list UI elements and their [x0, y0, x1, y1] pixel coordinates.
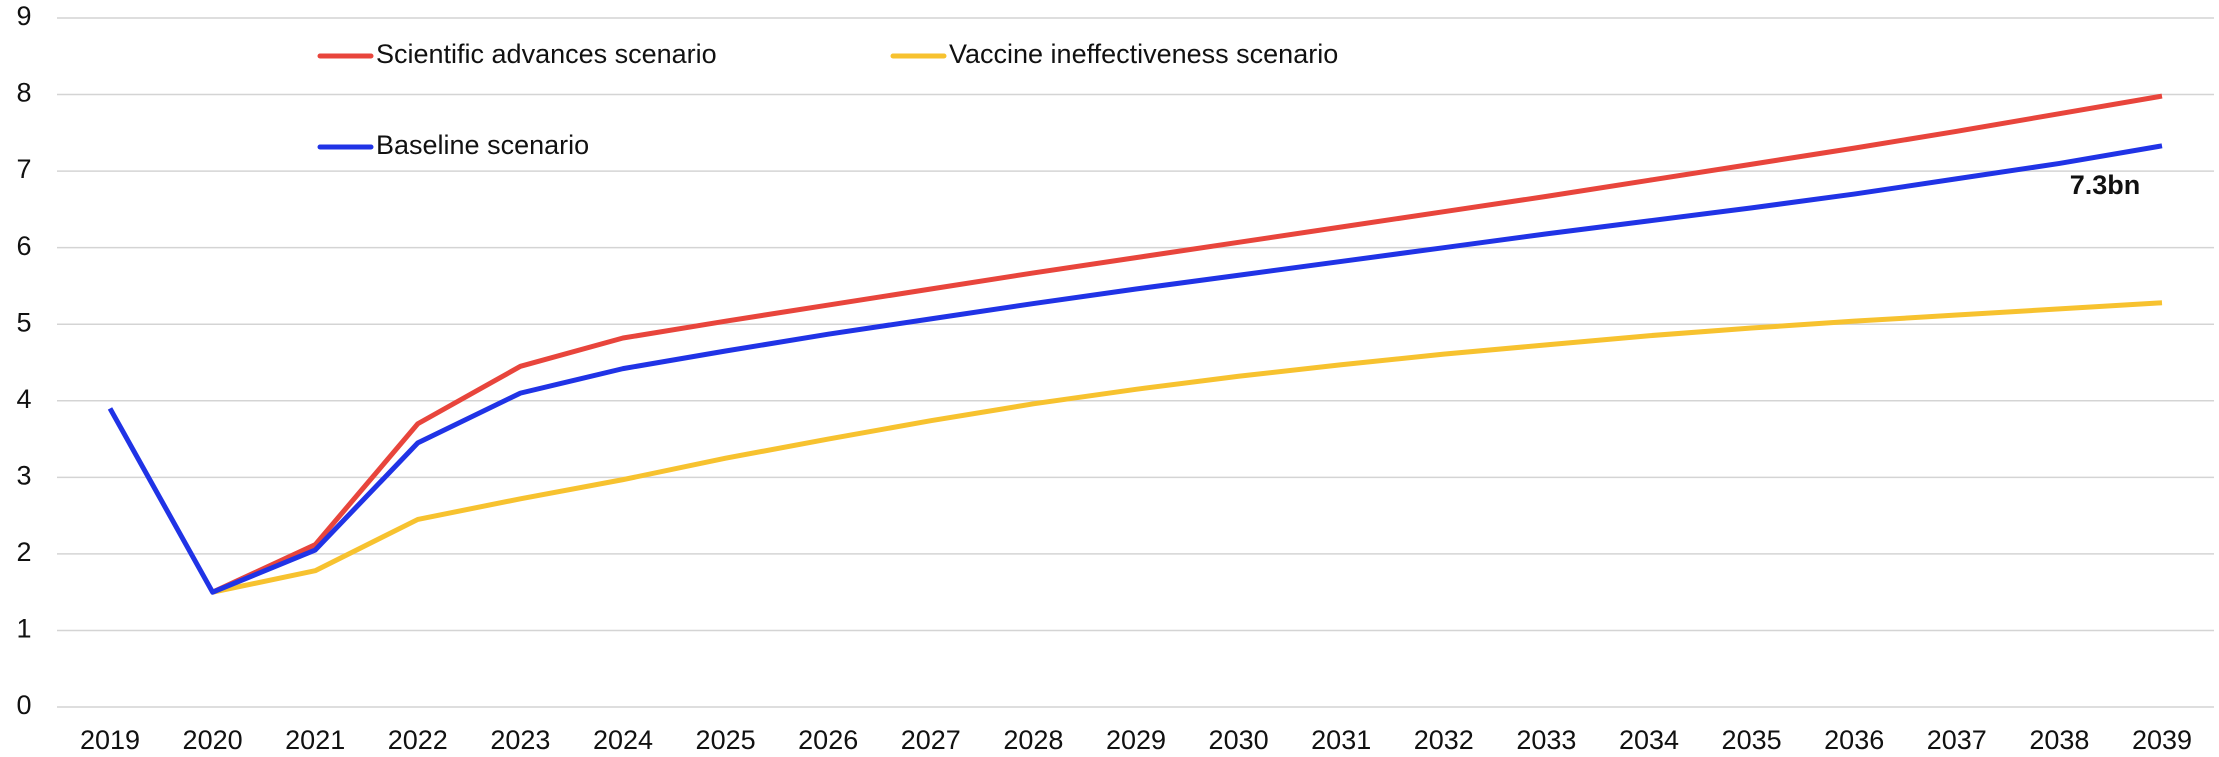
- x-tick-label: 2030: [1209, 725, 1269, 755]
- x-tick-label: 2024: [593, 725, 653, 755]
- x-tick-label: 2021: [285, 725, 345, 755]
- x-tick-label: 2028: [1003, 725, 1063, 755]
- legend-label: Vaccine ineffectiveness scenario: [949, 39, 1338, 69]
- x-tick-label: 2020: [183, 725, 243, 755]
- x-tick-label: 2022: [388, 725, 448, 755]
- series-line: [211, 93, 2163, 595]
- x-tick-label: 2035: [1722, 725, 1782, 755]
- x-tick-label: 2027: [901, 725, 961, 755]
- y-tick-label: 4: [16, 384, 31, 414]
- y-tick-label: 7: [16, 154, 31, 184]
- x-tick-label: 2034: [1619, 725, 1679, 755]
- legend-label: Baseline scenario: [376, 130, 589, 160]
- series-line: [212, 300, 2163, 595]
- x-tick-label: 2019: [80, 725, 140, 755]
- y-tick-label: 2: [16, 537, 31, 567]
- x-tick-label: 2032: [1414, 725, 1474, 755]
- y-tick-label: 1: [16, 614, 31, 644]
- x-tick-label: 2023: [490, 725, 550, 755]
- series-line: [107, 143, 2163, 595]
- x-tick-label: 2031: [1311, 725, 1371, 755]
- x-tick-label: 2029: [1106, 725, 1166, 755]
- x-tick-label: 2037: [1927, 725, 1987, 755]
- y-tick-label: 5: [16, 307, 31, 337]
- annotation: 7.3bn: [2070, 170, 2141, 200]
- legend-label: Scientific advances scenario: [376, 39, 717, 69]
- x-tick-label: 2036: [1824, 725, 1884, 755]
- x-tick-label: 2038: [2029, 725, 2089, 755]
- x-tick-label: 2026: [798, 725, 858, 755]
- y-tick-label: 6: [16, 231, 31, 261]
- y-tick-label: 9: [16, 1, 31, 31]
- y-tick-label: 3: [16, 460, 31, 490]
- x-tick-label: 2033: [1516, 725, 1576, 755]
- y-tick-label: 0: [16, 690, 31, 720]
- x-tick-label: 2039: [2132, 725, 2192, 755]
- x-tick-label: 2025: [696, 725, 756, 755]
- y-tick-label: 8: [16, 78, 31, 108]
